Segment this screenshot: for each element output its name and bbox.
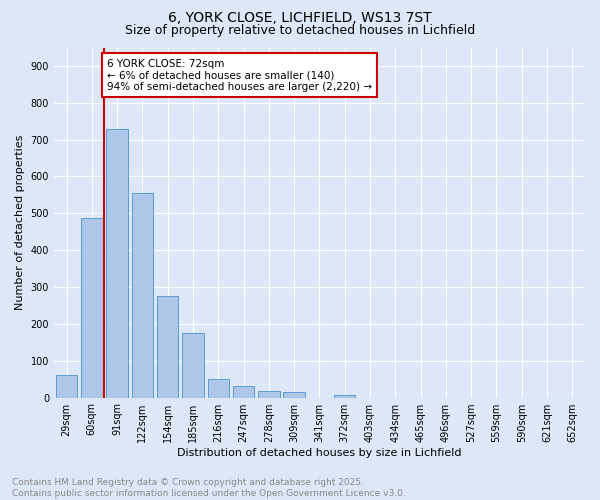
Bar (182, 333, 204, 398)
Bar (157, 296, 178, 398)
Bar (283, 392, 305, 398)
X-axis label: Distribution of detached houses by size in Lichfield: Distribution of detached houses by size … (177, 448, 462, 458)
Text: 6 YORK CLOSE: 72sqm
← 6% of detached houses are smaller (140)
94% of semi-detach: 6 YORK CLOSE: 72sqm ← 6% of detached hou… (107, 58, 372, 92)
Text: Contains HM Land Registry data © Crown copyright and database right 2025.
Contai: Contains HM Land Registry data © Crown c… (12, 478, 406, 498)
Bar (233, 386, 254, 398)
Text: Size of property relative to detached houses in Lichfield: Size of property relative to detached ho… (125, 24, 475, 37)
Y-axis label: Number of detached properties: Number of detached properties (15, 135, 25, 310)
Bar (258, 391, 280, 398)
Bar (56, 376, 77, 398)
Bar (106, 128, 128, 398)
Bar (81, 218, 103, 398)
Bar (131, 194, 153, 398)
Bar (334, 395, 355, 398)
Text: 6, YORK CLOSE, LICHFIELD, WS13 7ST: 6, YORK CLOSE, LICHFIELD, WS13 7ST (168, 11, 432, 25)
Bar (208, 379, 229, 398)
